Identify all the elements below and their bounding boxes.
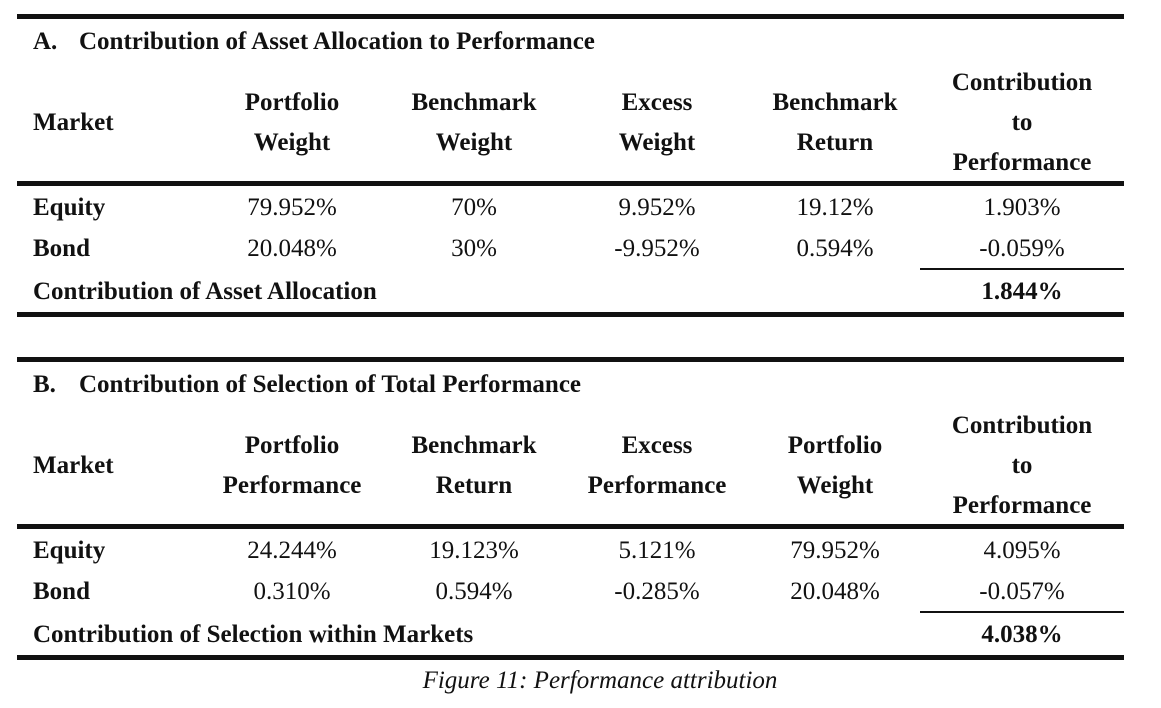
table-cell: 30%	[451, 235, 497, 262]
header-market: Market	[33, 452, 114, 479]
table-cell: 0.310%	[253, 578, 331, 605]
header-line: Return	[435, 472, 513, 499]
header-portfolio-weight: Portfolio Weight	[202, 83, 382, 163]
total-value: 1.844%	[981, 278, 1063, 305]
header-line: Benchmark	[772, 89, 898, 116]
header-rule	[17, 181, 1124, 186]
header-portfolio-performance: Portfolio Performance	[202, 426, 382, 506]
table-cell: 24.244%	[247, 537, 337, 564]
header-line: Benchmark	[411, 89, 537, 116]
header-line: Performance	[952, 492, 1092, 519]
subtotal-rule	[920, 268, 1124, 270]
bottom-rule	[17, 655, 1124, 660]
row-label-equity: Equity	[33, 194, 106, 221]
panel-a-title: A. Contribution of Asset Allocation to Pe…	[33, 28, 595, 56]
table-cell: 0.594%	[796, 235, 874, 262]
table-cell: 70%	[451, 194, 497, 221]
table-cell: 5.121%	[618, 537, 696, 564]
header-market: Market	[33, 109, 114, 136]
header-benchmark-return: Benchmark Return	[384, 426, 564, 506]
panel-a-letter: A.	[33, 28, 58, 55]
header-benchmark-weight: Benchmark Weight	[384, 83, 564, 163]
total-label: Contribution of Selection within Markets	[33, 621, 474, 648]
header-line: Portfolio	[244, 432, 340, 459]
header-contribution-to-performance: Contribution to Performance	[930, 406, 1114, 526]
header-line: Excess	[621, 432, 693, 459]
total-value: 4.038%	[981, 621, 1063, 648]
header-benchmark-return: Benchmark Return	[745, 83, 925, 163]
header-excess-performance: Excess Performance	[567, 426, 747, 506]
top-rule	[17, 357, 1124, 362]
header-line: Performance	[952, 149, 1092, 176]
header-line: Performance	[222, 472, 362, 499]
header-line: Weight	[618, 129, 696, 156]
row-label-equity: Equity	[33, 537, 106, 564]
header-rule	[17, 524, 1124, 529]
header-line: Portfolio	[787, 432, 883, 459]
header-contribution-to-performance: Contribution to Performance	[930, 63, 1114, 183]
table-cell: -9.952%	[614, 235, 700, 262]
header-line: Portfolio	[244, 89, 340, 116]
table-cell: 19.12%	[796, 194, 874, 221]
header-portfolio-weight: Portfolio Weight	[745, 426, 925, 506]
row-label-bond: Bond	[33, 578, 90, 605]
row-label-bond: Bond	[33, 235, 90, 262]
panel-b-letter: B.	[33, 371, 56, 398]
table-cell: 79.952%	[247, 194, 337, 221]
header-line: to	[1011, 109, 1033, 136]
subtotal-rule	[920, 611, 1124, 613]
header-line: Contribution	[951, 69, 1093, 96]
header-line: to	[1011, 452, 1033, 479]
header-line: Weight	[796, 472, 874, 499]
header-line: Contribution	[951, 412, 1093, 439]
total-label: Contribution of Asset Allocation	[33, 278, 377, 305]
header-line: Weight	[435, 129, 513, 156]
header-line: Performance	[587, 472, 727, 499]
table-cell: 20.048%	[790, 578, 880, 605]
table-cell: 79.952%	[790, 537, 880, 564]
table-cell: -0.285%	[614, 578, 700, 605]
table-cell: -0.057%	[979, 578, 1065, 605]
header-line: Excess	[621, 89, 693, 116]
panel-a-title-text: Contribution of Asset Allocation to Perf…	[79, 28, 595, 55]
header-excess-weight: Excess Weight	[567, 83, 747, 163]
panel-b-title-text: Contribution of Selection of Total Perfo…	[79, 371, 582, 398]
table-cell: 0.594%	[435, 578, 513, 605]
panel-b-title: B. Contribution of Selection of Total Per…	[33, 371, 581, 399]
table-cell: 4.095%	[983, 537, 1061, 564]
table-cell: 1.903%	[983, 194, 1061, 221]
bottom-rule	[17, 312, 1124, 317]
table-cell: 9.952%	[618, 194, 696, 221]
table-cell: 19.123%	[429, 537, 519, 564]
table-cell: 20.048%	[247, 235, 337, 262]
header-line: Weight	[253, 129, 331, 156]
top-rule	[17, 14, 1124, 19]
figure-caption: Figure 11: Performance attribution	[422, 667, 778, 694]
header-line: Return	[796, 129, 874, 156]
table-cell: -0.059%	[979, 235, 1065, 262]
header-line: Benchmark	[411, 432, 537, 459]
